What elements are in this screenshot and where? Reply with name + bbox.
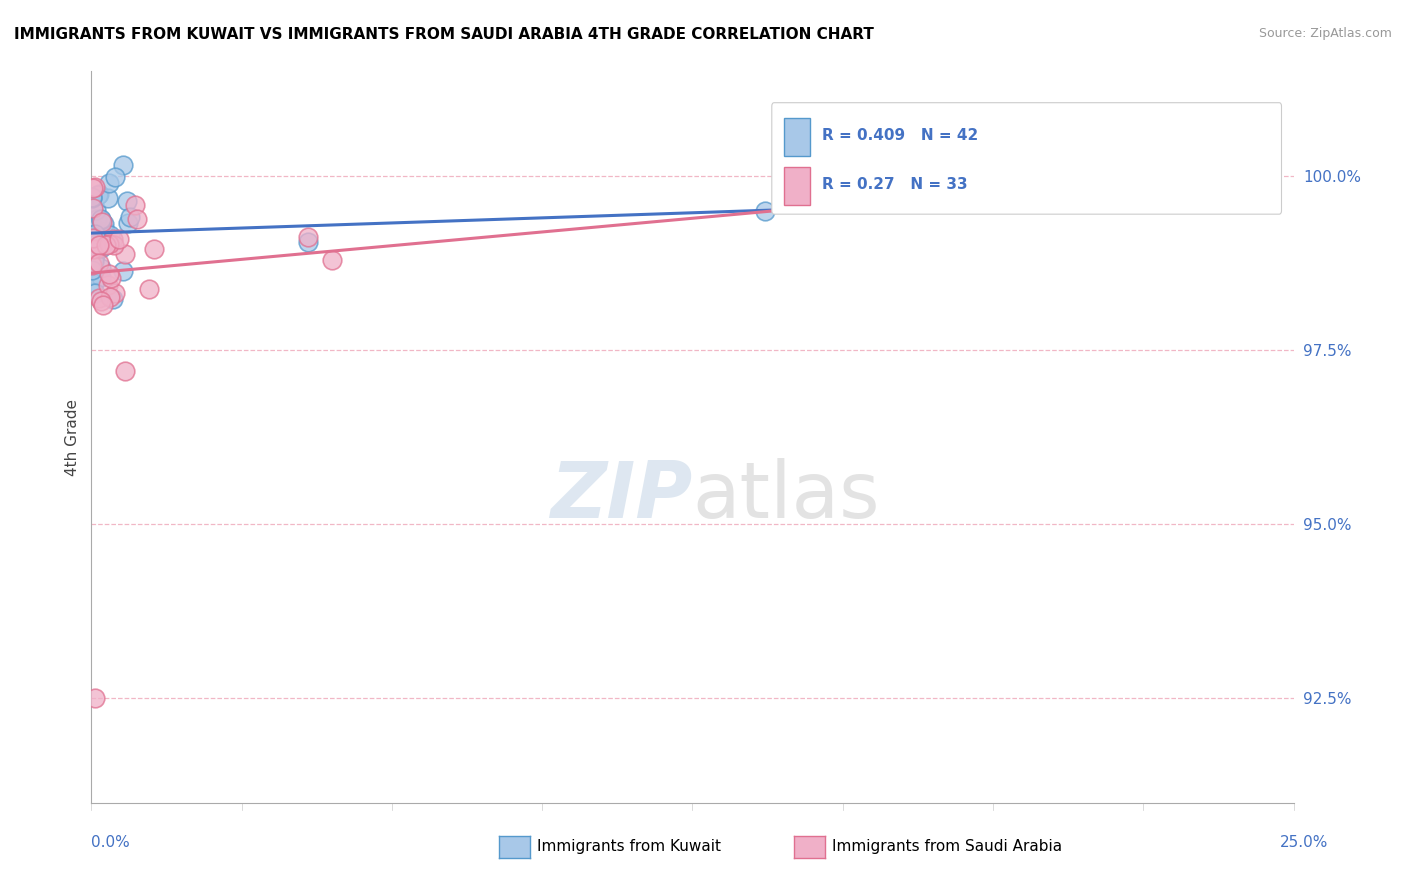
Point — [86, 245, 108, 260]
Text: Immigrants from Kuwait: Immigrants from Kuwait — [537, 839, 721, 854]
Text: Source: ZipAtlas.com: Source: ZipAtlas.com — [1258, 27, 1392, 40]
Point — [90, 241, 112, 255]
Point — [98, 267, 121, 281]
Point — [84, 285, 107, 300]
Point — [83, 250, 105, 264]
Point — [90, 212, 112, 227]
Point — [297, 230, 319, 244]
Text: ZIP: ZIP — [550, 458, 692, 533]
Point — [94, 238, 117, 252]
FancyBboxPatch shape — [783, 118, 810, 156]
Point — [83, 235, 105, 249]
Point — [82, 195, 104, 210]
Point — [90, 212, 112, 227]
Point — [98, 290, 121, 304]
Point — [80, 190, 103, 204]
Y-axis label: 4th Grade: 4th Grade — [65, 399, 80, 475]
Point — [82, 238, 104, 252]
Point — [82, 263, 104, 277]
Point — [87, 235, 110, 249]
Point — [103, 232, 125, 246]
Point — [321, 253, 343, 268]
Point — [84, 202, 107, 217]
Point — [82, 267, 104, 281]
Point — [97, 177, 120, 191]
Point — [754, 203, 776, 218]
Point — [138, 282, 160, 296]
Text: atlas: atlas — [692, 458, 880, 533]
Point — [84, 248, 107, 262]
Point — [143, 243, 166, 257]
Point — [98, 227, 121, 242]
Point — [82, 231, 104, 245]
Text: 0.0%: 0.0% — [91, 836, 131, 850]
Point — [90, 294, 112, 309]
Point — [97, 278, 120, 293]
Point — [83, 253, 105, 268]
Point — [87, 237, 110, 252]
Point — [82, 189, 104, 203]
Point — [107, 231, 129, 245]
Text: R = 0.409   N = 42: R = 0.409 N = 42 — [823, 128, 979, 143]
Point — [84, 227, 107, 241]
Point — [84, 179, 107, 194]
Point — [89, 187, 111, 202]
Point — [82, 243, 104, 257]
Point — [82, 231, 104, 245]
Point — [91, 298, 114, 312]
Point — [97, 237, 120, 252]
Point — [104, 169, 127, 184]
Point — [125, 212, 148, 227]
Text: Immigrants from Saudi Arabia: Immigrants from Saudi Arabia — [832, 839, 1063, 854]
Point — [115, 194, 138, 209]
Point — [83, 276, 105, 290]
Point — [114, 247, 136, 261]
Point — [1042, 183, 1064, 197]
Point — [297, 235, 319, 249]
Point — [111, 264, 134, 278]
Point — [90, 270, 112, 285]
Point — [87, 188, 110, 202]
Point — [87, 291, 110, 305]
Point — [82, 201, 104, 215]
Point — [84, 240, 107, 254]
Point — [114, 364, 136, 378]
Point — [117, 217, 139, 231]
Point — [103, 286, 125, 301]
Point — [101, 292, 124, 306]
Point — [83, 691, 105, 706]
Point — [103, 238, 125, 252]
Text: R = 0.27   N = 33: R = 0.27 N = 33 — [823, 177, 967, 192]
Point — [93, 217, 115, 231]
Point — [112, 158, 135, 172]
Point — [82, 181, 104, 195]
Point — [91, 215, 114, 229]
Point — [90, 260, 112, 275]
Point — [94, 224, 117, 238]
Point — [84, 242, 107, 256]
Point — [86, 212, 108, 227]
Point — [100, 271, 122, 285]
Point — [97, 191, 120, 205]
Point — [118, 210, 141, 224]
FancyBboxPatch shape — [772, 103, 1281, 214]
FancyBboxPatch shape — [783, 167, 810, 205]
Point — [80, 199, 103, 213]
Point — [87, 255, 110, 269]
Point — [80, 217, 103, 231]
Text: 25.0%: 25.0% — [1281, 836, 1329, 850]
Point — [82, 259, 104, 273]
Point — [124, 198, 146, 212]
Text: IMMIGRANTS FROM KUWAIT VS IMMIGRANTS FROM SAUDI ARABIA 4TH GRADE CORRELATION CHA: IMMIGRANTS FROM KUWAIT VS IMMIGRANTS FRO… — [14, 27, 875, 42]
